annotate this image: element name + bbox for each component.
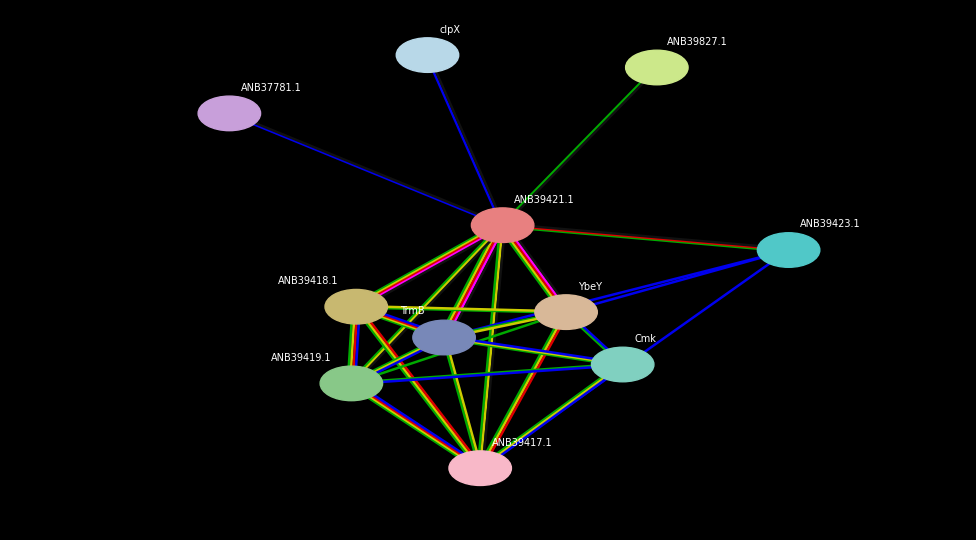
Circle shape bbox=[591, 347, 654, 382]
Circle shape bbox=[325, 289, 387, 324]
Text: ANB39423.1: ANB39423.1 bbox=[800, 219, 861, 230]
Circle shape bbox=[535, 295, 597, 329]
Text: TrmB: TrmB bbox=[400, 306, 425, 316]
Text: ANB39419.1: ANB39419.1 bbox=[271, 353, 332, 363]
Circle shape bbox=[471, 208, 534, 242]
Circle shape bbox=[396, 38, 459, 72]
Text: clpX: clpX bbox=[439, 24, 461, 35]
Text: ANB39827.1: ANB39827.1 bbox=[667, 37, 727, 47]
Circle shape bbox=[198, 96, 261, 131]
Text: ANB39417.1: ANB39417.1 bbox=[492, 437, 552, 448]
Text: YbeY: YbeY bbox=[578, 281, 602, 292]
Circle shape bbox=[449, 451, 511, 485]
Circle shape bbox=[413, 320, 475, 355]
Text: ANB39418.1: ANB39418.1 bbox=[278, 276, 339, 286]
Text: Cmk: Cmk bbox=[634, 334, 656, 344]
Circle shape bbox=[757, 233, 820, 267]
Circle shape bbox=[626, 50, 688, 85]
Text: ANB39421.1: ANB39421.1 bbox=[514, 194, 575, 205]
Text: ANB37781.1: ANB37781.1 bbox=[241, 83, 302, 93]
Circle shape bbox=[320, 366, 383, 401]
